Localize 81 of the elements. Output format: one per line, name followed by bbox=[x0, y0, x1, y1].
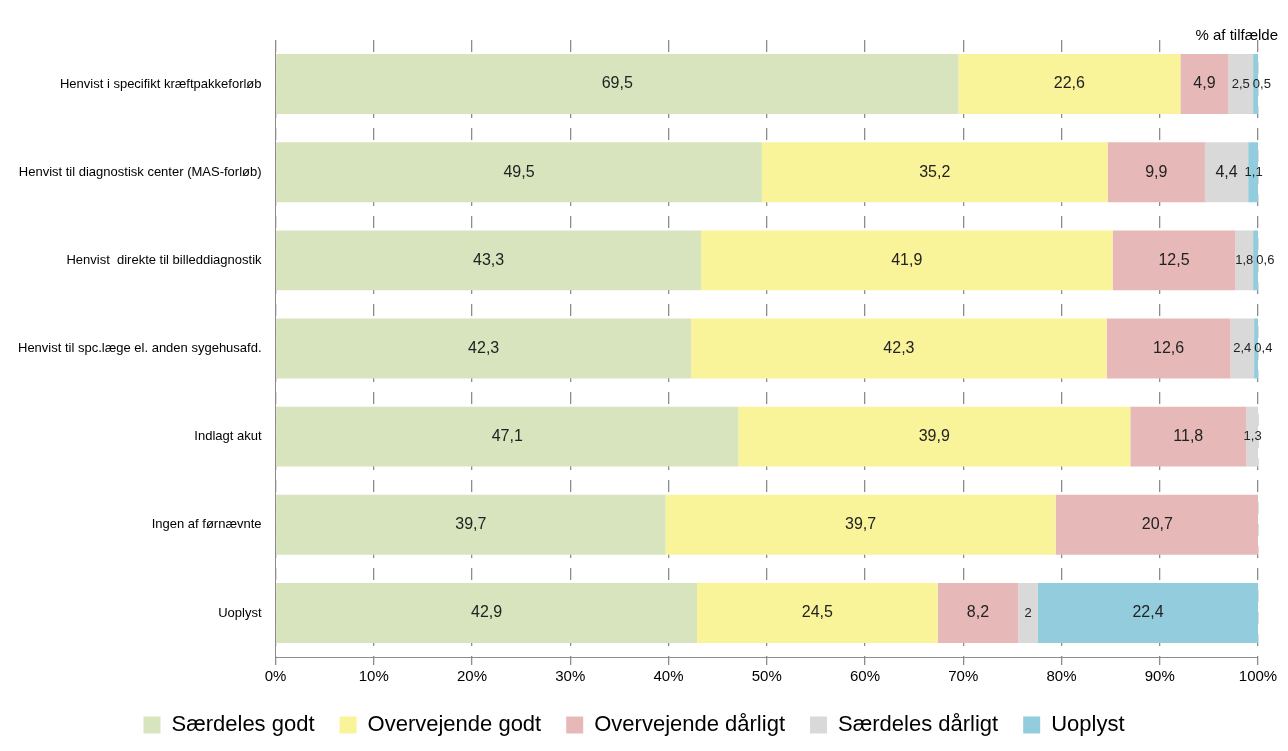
legend-label: Særdeles godt bbox=[171, 711, 315, 737]
bar bbox=[276, 318, 692, 379]
bar bbox=[1253, 230, 1258, 291]
data-label: 42,3 bbox=[468, 338, 500, 356]
data-label: 24,5 bbox=[801, 603, 834, 621]
y-tick-label: Henvist til spc.læge el. anden sygehusafd. bbox=[18, 340, 262, 356]
x-tick-label: 30% bbox=[555, 667, 586, 685]
x-tick-label: 20% bbox=[457, 667, 488, 685]
x-tick-label: 80% bbox=[1046, 667, 1077, 685]
data-label: 22,4 bbox=[1132, 603, 1164, 621]
data-label: 0,4 bbox=[1254, 340, 1273, 356]
bar bbox=[761, 142, 1108, 203]
bar bbox=[1107, 142, 1205, 203]
bar bbox=[738, 406, 1131, 467]
data-label: 0,6 bbox=[1256, 251, 1275, 267]
data-label: 39,9 bbox=[918, 427, 950, 445]
bar bbox=[1106, 318, 1231, 379]
x-tick-label: 10% bbox=[358, 667, 389, 685]
data-label: 22,6 bbox=[1053, 74, 1086, 92]
data-label: 12,6 bbox=[1153, 338, 1185, 356]
data-label: 4,9 bbox=[1193, 74, 1216, 92]
bar bbox=[276, 494, 666, 555]
legend-label: Overvejende godt bbox=[367, 711, 542, 737]
data-label: 2,4 bbox=[1233, 340, 1252, 356]
x-tick-label: 70% bbox=[948, 667, 979, 685]
bar bbox=[1235, 230, 1254, 291]
x-tick-label: 100% bbox=[1238, 667, 1278, 685]
data-label: 35,2 bbox=[919, 162, 951, 180]
data-label: 41,9 bbox=[891, 250, 923, 268]
y-tick-label: Henvist direkte til billeddiagnostik bbox=[66, 251, 263, 267]
annotation: % af tilfælde bbox=[1195, 26, 1278, 43]
bar bbox=[1180, 54, 1229, 115]
legend-label: Overvejende dårligt bbox=[594, 711, 785, 737]
bar bbox=[1112, 230, 1236, 291]
legend-label: Særdeles dårligt bbox=[837, 711, 999, 737]
data-label: 1,3 bbox=[1243, 428, 1262, 444]
data-label: 4,4 bbox=[1215, 162, 1238, 180]
bar bbox=[1230, 318, 1255, 379]
data-label: 2,5 bbox=[1231, 75, 1250, 91]
data-label: 69,5 bbox=[601, 74, 633, 92]
bar bbox=[937, 582, 1019, 643]
y-tick-label: Uoplyst bbox=[218, 604, 262, 620]
x-tick-label: 40% bbox=[653, 667, 684, 685]
data-label: 0,5 bbox=[1252, 75, 1271, 91]
bar bbox=[1055, 494, 1258, 555]
data-label: 9,9 bbox=[1145, 162, 1168, 180]
data-label: 49,5 bbox=[503, 162, 535, 180]
x-tick-label: 90% bbox=[1144, 667, 1175, 685]
bar bbox=[1037, 582, 1258, 643]
bar bbox=[665, 494, 1056, 555]
data-label: 39,7 bbox=[845, 515, 877, 533]
data-label: 42,9 bbox=[471, 603, 503, 621]
data-label: 8,2 bbox=[966, 603, 990, 621]
x-tick-label: 50% bbox=[751, 667, 782, 685]
data-label: 43,3 bbox=[472, 250, 505, 268]
bar bbox=[700, 230, 1113, 291]
bar bbox=[1228, 54, 1254, 115]
data-label: 20,7 bbox=[1141, 515, 1173, 533]
data-label: 2 bbox=[1024, 604, 1032, 620]
y-tick-label: Henvist til diagnostisk center (MAS-forløb) bbox=[18, 163, 262, 179]
x-tick-label: 60% bbox=[850, 667, 881, 685]
x-tick-label: 0% bbox=[264, 667, 287, 685]
bar bbox=[697, 582, 938, 643]
y-tick-label: Ingen af førnævnte bbox=[151, 516, 262, 532]
data-label: 39,7 bbox=[455, 515, 487, 533]
bar bbox=[276, 230, 701, 291]
bar bbox=[276, 582, 698, 643]
data-label: 11,8 bbox=[1173, 427, 1204, 445]
legend-label: Uoplyst bbox=[1051, 711, 1125, 737]
bar bbox=[1018, 582, 1038, 643]
y-tick-label: Henvist i specifikt kræftpakkeforløb bbox=[59, 75, 262, 91]
bar bbox=[276, 142, 762, 203]
data-label: 12,5 bbox=[1158, 250, 1190, 268]
bar bbox=[691, 318, 1107, 379]
data-label: 42,3 bbox=[883, 338, 915, 356]
bar bbox=[958, 54, 1181, 115]
bar bbox=[276, 54, 959, 115]
y-tick-label: Indlagt akut bbox=[194, 428, 262, 444]
bar bbox=[276, 406, 739, 467]
data-label: 1,8 bbox=[1235, 251, 1254, 267]
data-label: 47,1 bbox=[491, 427, 523, 445]
